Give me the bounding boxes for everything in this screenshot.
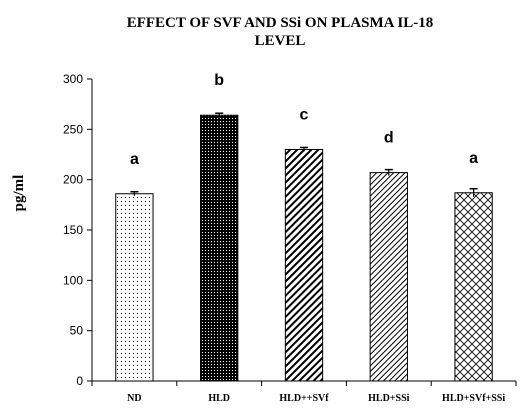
y-tick-label: 100 — [63, 273, 83, 287]
bar-hld — [200, 114, 239, 382]
x-tick-label: HLD+SVf+SSi — [442, 393, 505, 404]
x-tick-label: HLD++SVf — [279, 393, 329, 404]
chart-title-line-2: LEVEL — [255, 33, 306, 49]
y-tick-label: 0 — [76, 374, 83, 388]
y-tick-label: 200 — [63, 173, 83, 187]
error-bars — [130, 112, 478, 197]
bars — [115, 114, 493, 382]
bar-hld-svf — [284, 148, 324, 382]
y-tick-label: 150 — [63, 223, 83, 237]
y-tick-labels: 0 50 100 150 200 250 300 — [63, 72, 83, 388]
significance-label: a — [130, 151, 139, 168]
y-axis-label: pg/ml — [11, 175, 27, 212]
bar-hld-ssi — [369, 172, 408, 382]
x-tick-label: ND — [127, 393, 141, 404]
y-tick-label: 250 — [63, 122, 83, 136]
y-tick-label: 50 — [70, 324, 84, 338]
significance-label: b — [214, 72, 224, 89]
bar-hld-svf-ssi — [454, 192, 493, 382]
x-tick-labels: ND HLD HLD++SVf HLD+SSi HLD+SVf+SSi — [127, 393, 505, 404]
significance-label: d — [384, 130, 394, 147]
bar-nd — [115, 193, 154, 382]
axes — [87, 78, 517, 386]
y-tick-label: 300 — [63, 72, 83, 86]
significance-label: a — [469, 150, 478, 167]
chart-title-line-1: EFFECT OF SVF AND SSi ON PLASMA IL-18 — [127, 15, 434, 31]
x-tick-label: HLD+SSi — [368, 393, 409, 404]
x-tick-label: HLD — [208, 393, 230, 404]
significance-labels: a b c d a — [130, 72, 478, 168]
significance-label: c — [300, 106, 309, 123]
